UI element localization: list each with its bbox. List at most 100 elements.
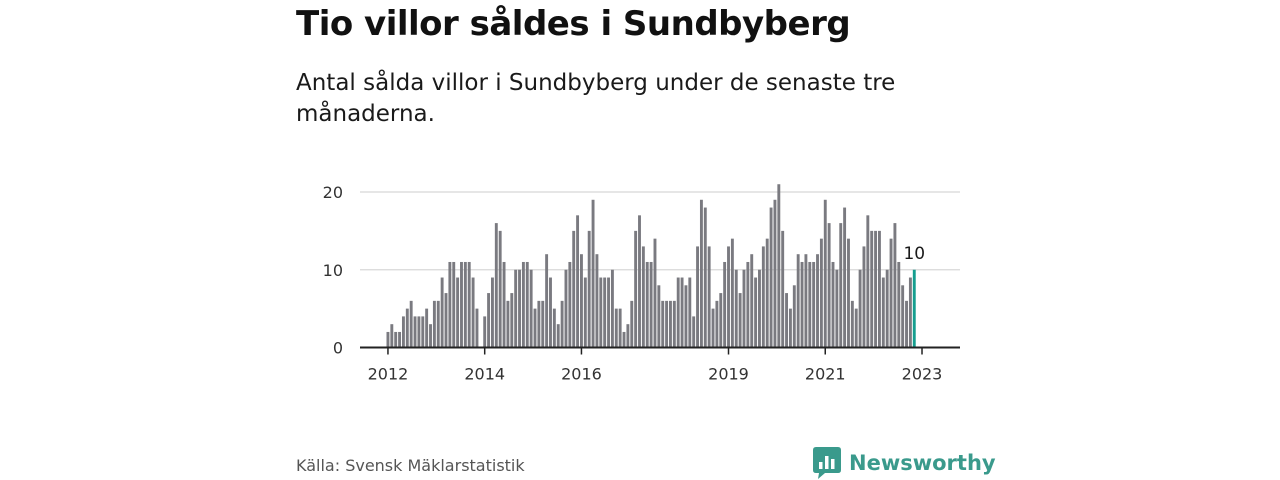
bar (498, 230, 502, 348)
bar (893, 223, 897, 348)
bar (870, 230, 874, 348)
bar (661, 300, 665, 348)
brand-logo[interactable]: Newsworthy (813, 446, 996, 480)
bar (599, 277, 603, 348)
bar (711, 308, 715, 348)
bar (641, 246, 645, 348)
bar (580, 254, 583, 348)
x-tick-label: 2019 (708, 365, 749, 384)
bar (901, 285, 905, 348)
bar (429, 324, 432, 348)
bar (823, 199, 827, 348)
bar (398, 331, 402, 348)
bar (719, 293, 723, 348)
bar (874, 230, 878, 348)
chart-subtitle: Antal sålda villor i Sundbyberg under de… (296, 70, 896, 127)
bar-chart: 0 10 20 2012 2014 2016 2019 2021 2023 10 (323, 183, 960, 384)
bar (754, 277, 758, 348)
bar (831, 261, 835, 348)
bar (707, 246, 711, 348)
bar (568, 261, 572, 348)
bar (738, 293, 742, 348)
bar (576, 215, 580, 348)
bar (653, 238, 657, 348)
bar (630, 300, 634, 348)
bar (595, 254, 599, 348)
bar (463, 261, 467, 348)
bar (680, 277, 684, 348)
bar (750, 254, 754, 348)
bar (645, 261, 649, 348)
bar (908, 277, 912, 348)
bar (684, 285, 688, 348)
bar (614, 308, 618, 348)
bar (649, 261, 653, 348)
bar (889, 238, 893, 348)
bar (421, 316, 425, 348)
bar (692, 316, 696, 348)
bar (885, 269, 889, 348)
bar (610, 269, 614, 348)
bar (819, 238, 823, 348)
bar (634, 230, 638, 348)
bar (847, 238, 850, 348)
bar (467, 261, 471, 348)
bar (773, 199, 777, 348)
bar (777, 184, 781, 348)
bar (758, 269, 761, 348)
bar (877, 230, 881, 348)
bar (854, 308, 858, 348)
bar (638, 215, 641, 348)
bar (560, 300, 564, 348)
bar (866, 215, 870, 348)
bar (804, 254, 808, 348)
bar (607, 277, 610, 348)
bar (603, 277, 607, 348)
bar (549, 277, 552, 348)
bar (843, 207, 847, 348)
bar (827, 223, 831, 348)
bar (452, 261, 456, 348)
bar (460, 261, 463, 348)
bar (730, 238, 734, 348)
bar (506, 300, 510, 348)
bar (622, 331, 626, 348)
bar (785, 293, 789, 348)
bar (723, 261, 727, 348)
x-tick-label: 2021 (805, 365, 846, 384)
bar (533, 308, 537, 348)
bar (494, 223, 498, 348)
bar (839, 223, 843, 348)
bar (413, 316, 417, 348)
bar (556, 324, 560, 348)
bar (703, 207, 707, 348)
bar (781, 230, 785, 348)
last-value-label: 10 (903, 244, 925, 264)
bar (583, 277, 587, 348)
bar (699, 199, 703, 348)
bar (676, 277, 680, 348)
bar (394, 331, 398, 348)
bar (761, 246, 765, 348)
bar (448, 261, 452, 348)
bar (816, 254, 819, 348)
x-tick-label: 2023 (902, 365, 943, 384)
bar (769, 207, 773, 348)
bar (386, 331, 390, 348)
bar (405, 308, 409, 348)
bar (881, 277, 885, 348)
bar (552, 308, 556, 348)
bar (850, 300, 854, 348)
bar (518, 269, 521, 348)
bar (672, 300, 676, 348)
bar (541, 300, 545, 348)
bar (490, 277, 494, 348)
bar (483, 316, 487, 348)
bar (788, 308, 792, 348)
y-tick-label: 20 (323, 183, 343, 202)
bar (564, 269, 568, 348)
x-tick-label: 2016 (561, 365, 602, 384)
y-tick-label: 0 (333, 339, 343, 358)
bar (618, 308, 622, 348)
bar (502, 261, 506, 348)
